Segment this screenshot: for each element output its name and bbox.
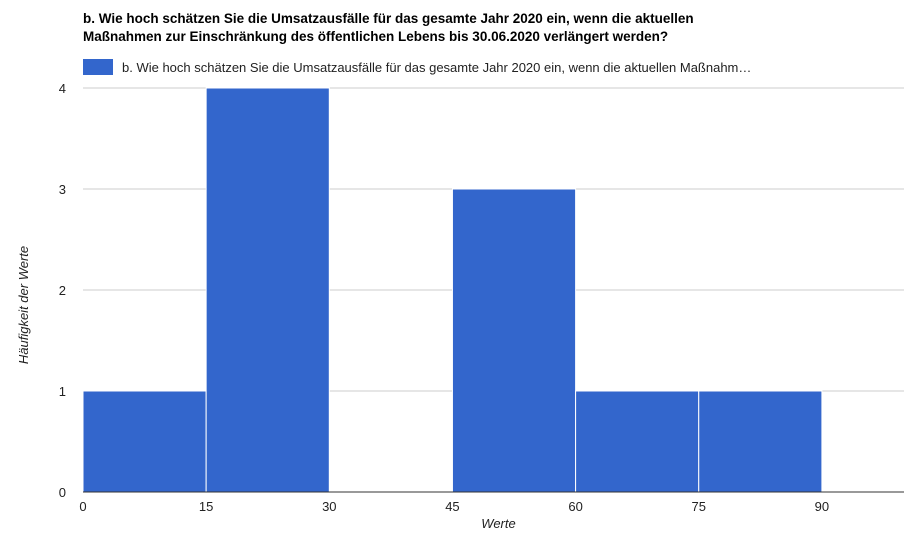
y-axis-ticks: 0 1 2 3 4 (59, 81, 66, 500)
x-tick-label: 90 (815, 499, 829, 514)
chart-title: b. Wie hoch schätzen Sie die Umsatzausfä… (83, 10, 883, 46)
bars (82, 87, 823, 493)
x-tick-label: 0 (79, 499, 86, 514)
x-axis-title: Werte (481, 516, 515, 531)
x-axis-ticks: 0 15 30 45 60 75 90 (79, 499, 829, 514)
x-tick-label: 60 (568, 499, 582, 514)
legend[interactable]: b. Wie hoch schätzen Sie die Umsatzausfä… (83, 58, 751, 76)
x-tick-label: 30 (322, 499, 336, 514)
bar-3[interactable] (451, 188, 577, 493)
x-tick-label: 15 (199, 499, 213, 514)
legend-label: b. Wie hoch schätzen Sie die Umsatzausfä… (122, 59, 752, 75)
chart-title-line-1: b. Wie hoch schätzen Sie die Umsatzausfä… (83, 11, 694, 26)
y-tick-label: 3 (59, 182, 66, 197)
bar-1[interactable] (205, 87, 330, 493)
y-axis-title: Häufigkeit der Werte (16, 246, 31, 364)
x-tick-label: 75 (692, 499, 706, 514)
bar-5[interactable] (698, 390, 823, 493)
y-tick-label: 1 (59, 384, 66, 399)
bar-4[interactable] (575, 390, 700, 493)
y-tick-label: 0 (59, 485, 66, 500)
bar-0[interactable] (82, 390, 207, 493)
x-tick-label: 45 (445, 499, 459, 514)
legend-swatch (83, 59, 113, 75)
chart-title-line-2: Maßnahmen zur Einschränkung des öffentli… (83, 29, 669, 44)
y-tick-label: 2 (59, 283, 66, 298)
y-tick-label: 4 (59, 81, 66, 96)
